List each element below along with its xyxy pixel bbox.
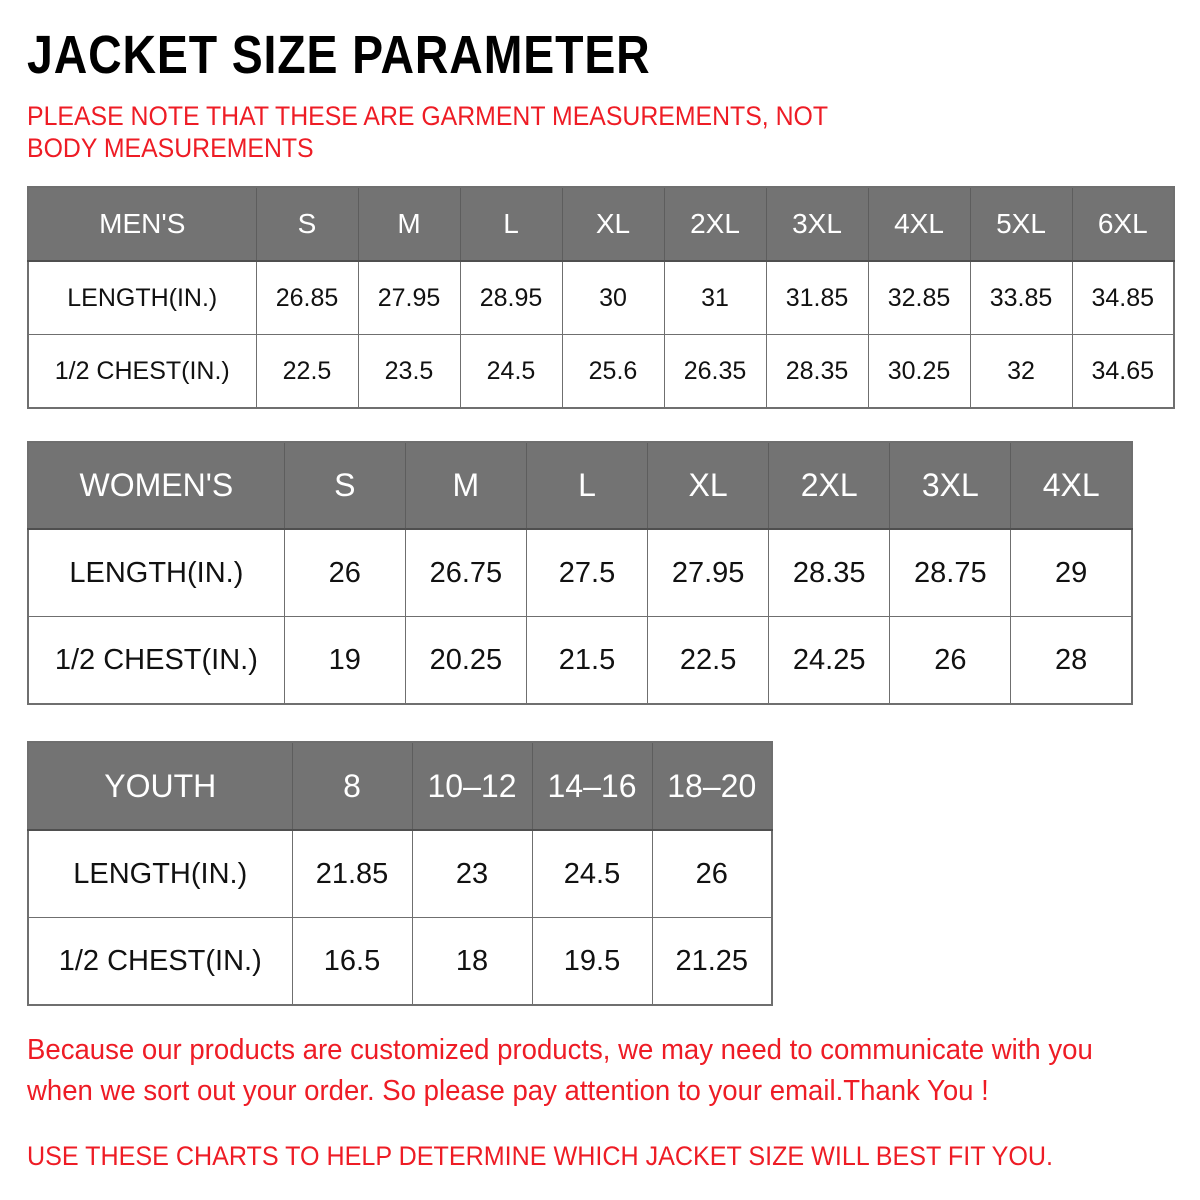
mens-cell-r1-c5: 31 bbox=[663, 260, 767, 335]
youth-row-label-2: 1/2 CHEST(IN.) bbox=[27, 917, 293, 1006]
youth-cell-r2-c2: 18 bbox=[411, 917, 533, 1006]
youth-cell-r1-c3: 24.5 bbox=[531, 829, 653, 918]
mens-size-header-8: 5XL bbox=[969, 186, 1073, 262]
youth-size-header-3: 14–16 bbox=[531, 741, 653, 831]
womens-row-label-1: LENGTH(IN.) bbox=[27, 528, 285, 617]
mens-table-head: MEN'S S M L XL 2XL 3XL 4XL 5XL 6XL bbox=[27, 186, 1175, 262]
womens-cell-r2-c1: 19 bbox=[283, 616, 406, 705]
mens-cell-r1-c1: 26.85 bbox=[255, 260, 359, 335]
mens-cell-r2-c8: 32 bbox=[969, 334, 1073, 409]
mens-cell-r2-c2: 23.5 bbox=[357, 334, 461, 409]
youth-cell-r1-c4: 26 bbox=[651, 829, 773, 918]
youth-row-label-1: LENGTH(IN.) bbox=[27, 829, 293, 918]
womens-size-header-2: M bbox=[404, 441, 527, 530]
womens-cell-r1-c6: 28.75 bbox=[889, 528, 1012, 617]
mens-cell-r1-c7: 32.85 bbox=[867, 260, 971, 335]
customized-order-note: Because our products are customized prod… bbox=[27, 1034, 1093, 1107]
mens-row-label-1: LENGTH(IN.) bbox=[27, 260, 257, 335]
womens-size-header-4: XL bbox=[647, 441, 770, 530]
mens-cell-r2-c3: 24.5 bbox=[459, 334, 563, 409]
womens-table-body: LENGTH(IN.) 26 26.75 27.5 27.95 28.35 28.75 29 1… bbox=[27, 528, 1133, 705]
mens-cell-r1-c6: 31.85 bbox=[765, 260, 869, 335]
mens-header-row: MEN'S S M L XL 2XL 3XL 4XL 5XL 6XL bbox=[27, 186, 1175, 262]
mens-size-header-9: 6XL bbox=[1071, 186, 1175, 262]
youth-cell-r2-c1: 16.5 bbox=[291, 917, 413, 1006]
youth-table-head: YOUTH 8 10–12 14–16 18–20 bbox=[27, 741, 773, 831]
table-row: 1/2 CHEST(IN.) 22.5 23.5 24.5 25.6 26.35 28.35… bbox=[27, 334, 1175, 409]
womens-size-header-3: L bbox=[525, 441, 649, 530]
youth-size-header-4: 18–20 bbox=[651, 741, 773, 831]
use-charts-note: USE THESE CHARTS TO HELP DETERMINE WHICH… bbox=[27, 1141, 1054, 1171]
youth-size-header-1: 8 bbox=[291, 741, 413, 831]
mens-size-table: MEN'S S M L XL 2XL 3XL 4XL 5XL 6XL LENGTH(IN.) 26.… bbox=[27, 186, 1175, 409]
womens-size-header-7: 4XL bbox=[1010, 441, 1133, 530]
mens-cell-r1-c8: 33.85 bbox=[969, 260, 1073, 335]
womens-cell-r1-c4: 27.95 bbox=[647, 528, 770, 617]
womens-table-head: WOMEN'S S M L XL 2XL 3XL 4XL bbox=[27, 441, 1133, 530]
womens-cell-r2-c4: 22.5 bbox=[647, 616, 770, 705]
table-row: 1/2 CHEST(IN.) 16.5 18 19.5 21.25 bbox=[27, 917, 773, 1006]
mens-size-header-1: S bbox=[255, 186, 359, 262]
womens-row-label-2: 1/2 CHEST(IN.) bbox=[27, 616, 285, 705]
mens-row-label-2: 1/2 CHEST(IN.) bbox=[27, 334, 257, 409]
womens-cell-r1-c3: 27.5 bbox=[525, 528, 649, 617]
womens-cell-r2-c6: 26 bbox=[889, 616, 1012, 705]
mens-cell-r2-c7: 30.25 bbox=[867, 334, 971, 409]
womens-cell-r2-c3: 21.5 bbox=[525, 616, 649, 705]
mens-cell-r2-c1: 22.5 bbox=[255, 334, 359, 409]
youth-cell-r1-c2: 23 bbox=[411, 829, 533, 918]
footer-notes: Because our products are customized prod… bbox=[27, 1006, 1173, 1172]
page-title: JACKET SIZE PARAMETER bbox=[27, 25, 651, 85]
table-row: LENGTH(IN.) 26 26.75 27.5 27.95 28.35 28.75 29 bbox=[27, 528, 1133, 617]
mens-size-header-3: L bbox=[459, 186, 563, 262]
mens-size-header-4: XL bbox=[561, 186, 665, 262]
womens-cell-r1-c5: 28.35 bbox=[768, 528, 891, 617]
youth-header-row: YOUTH 8 10–12 14–16 18–20 bbox=[27, 741, 773, 831]
youth-size-header-2: 10–12 bbox=[411, 741, 533, 831]
womens-cell-r2-c2: 20.25 bbox=[404, 616, 527, 705]
mens-cell-r2-c9: 34.65 bbox=[1071, 334, 1175, 409]
mens-size-header-7: 4XL bbox=[867, 186, 971, 262]
womens-size-header-5: 2XL bbox=[768, 441, 891, 530]
table-row: LENGTH(IN.) 21.85 23 24.5 26 bbox=[27, 829, 773, 918]
table-row: LENGTH(IN.) 26.85 27.95 28.95 30 31 31.85 32.85… bbox=[27, 260, 1175, 335]
youth-table-name: YOUTH bbox=[27, 741, 293, 831]
mens-table-body: LENGTH(IN.) 26.85 27.95 28.95 30 31 31.85 32.85… bbox=[27, 260, 1175, 409]
youth-size-table: YOUTH 8 10–12 14–16 18–20 LENGTH(IN.) 21.85 23… bbox=[27, 741, 773, 1006]
womens-size-header-1: S bbox=[283, 441, 406, 530]
mens-cell-r2-c4: 25.6 bbox=[561, 334, 665, 409]
mens-table-name: MEN'S bbox=[27, 186, 257, 262]
mens-cell-r1-c9: 34.85 bbox=[1071, 260, 1175, 335]
garment-measurement-note: PLEASE NOTE THAT THESE ARE GARMENT MEASU… bbox=[27, 101, 828, 163]
youth-cell-r2-c4: 21.25 bbox=[651, 917, 773, 1006]
mens-size-header-2: M bbox=[357, 186, 461, 262]
mens-cell-r2-c6: 28.35 bbox=[765, 334, 869, 409]
mens-size-header-5: 2XL bbox=[663, 186, 767, 262]
womens-size-table: WOMEN'S S M L XL 2XL 3XL 4XL LENGTH(IN.) 26 26.75… bbox=[27, 441, 1133, 705]
mens-cell-r1-c3: 28.95 bbox=[459, 260, 563, 335]
mens-cell-r1-c2: 27.95 bbox=[357, 260, 461, 335]
womens-header-row: WOMEN'S S M L XL 2XL 3XL 4XL bbox=[27, 441, 1133, 530]
mens-cell-r2-c5: 26.35 bbox=[663, 334, 767, 409]
womens-cell-r2-c7: 28 bbox=[1010, 616, 1133, 705]
womens-table-name: WOMEN'S bbox=[27, 441, 285, 530]
youth-cell-r2-c3: 19.5 bbox=[531, 917, 653, 1006]
womens-cell-r2-c5: 24.25 bbox=[768, 616, 891, 705]
womens-size-header-6: 3XL bbox=[889, 441, 1012, 530]
youth-cell-r1-c1: 21.85 bbox=[291, 829, 413, 918]
womens-cell-r1-c7: 29 bbox=[1010, 528, 1133, 617]
womens-cell-r1-c2: 26.75 bbox=[404, 528, 527, 617]
mens-size-header-6: 3XL bbox=[765, 186, 869, 262]
table-row: 1/2 CHEST(IN.) 19 20.25 21.5 22.5 24.25 26 28 bbox=[27, 616, 1133, 705]
womens-cell-r1-c1: 26 bbox=[283, 528, 406, 617]
youth-table-body: LENGTH(IN.) 21.85 23 24.5 26 1/2 CHEST(IN.) 16… bbox=[27, 829, 773, 1006]
mens-cell-r1-c4: 30 bbox=[561, 260, 665, 335]
